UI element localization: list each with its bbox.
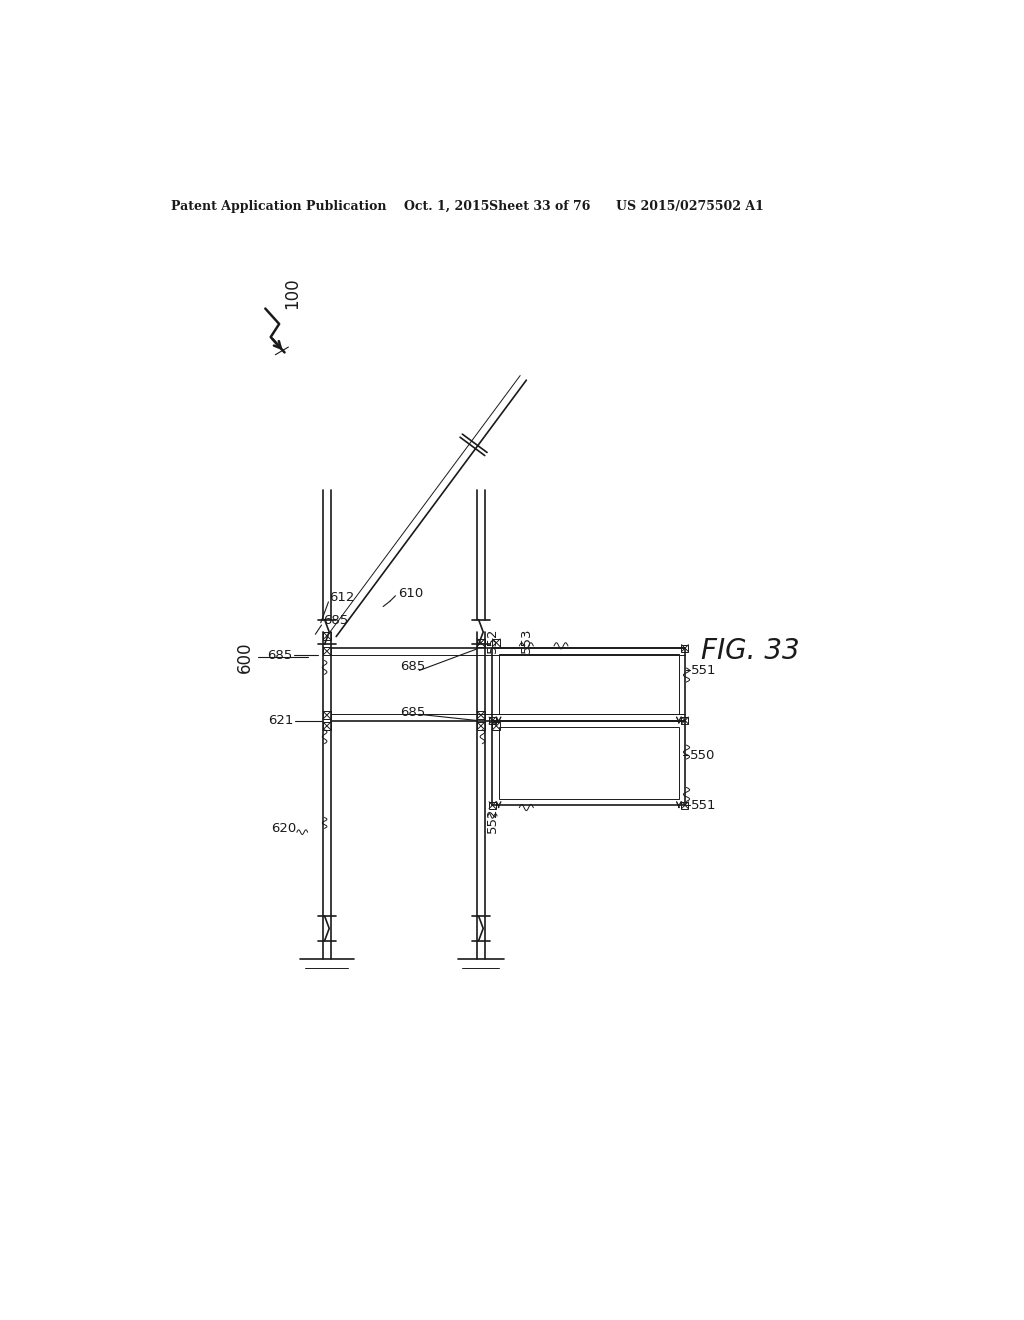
Text: Sheet 33 of 76: Sheet 33 of 76 xyxy=(488,199,590,213)
Text: 612: 612 xyxy=(330,591,354,603)
Bar xyxy=(477,711,484,719)
Bar xyxy=(323,632,331,640)
Text: 553: 553 xyxy=(520,628,534,653)
Text: 600: 600 xyxy=(236,642,254,673)
Bar xyxy=(493,639,500,647)
Text: 685: 685 xyxy=(323,614,348,627)
Bar xyxy=(682,717,688,723)
Bar xyxy=(323,711,331,719)
Bar xyxy=(682,801,688,809)
Text: Patent Application Publication: Patent Application Publication xyxy=(171,199,386,213)
Text: 610: 610 xyxy=(398,587,424,601)
Bar xyxy=(323,722,331,730)
Bar xyxy=(477,639,484,647)
Bar xyxy=(493,721,685,805)
Bar xyxy=(489,801,496,809)
Bar xyxy=(499,726,679,799)
Bar xyxy=(493,648,685,721)
Text: 551: 551 xyxy=(691,799,717,812)
Text: 552: 552 xyxy=(485,808,499,833)
Text: Oct. 1, 2015: Oct. 1, 2015 xyxy=(403,199,489,213)
Bar xyxy=(493,722,500,730)
Text: US 2015/0275502 A1: US 2015/0275502 A1 xyxy=(615,199,764,213)
Text: 620: 620 xyxy=(271,822,296,834)
Bar xyxy=(682,644,688,652)
Text: 685: 685 xyxy=(400,660,425,673)
Text: 552: 552 xyxy=(485,628,499,653)
Bar xyxy=(477,722,484,730)
Text: 685: 685 xyxy=(400,706,425,719)
Text: 100: 100 xyxy=(284,277,301,309)
Text: 550: 550 xyxy=(689,748,715,762)
Text: FIG. 33: FIG. 33 xyxy=(701,638,800,665)
Text: 551: 551 xyxy=(691,664,717,677)
Bar xyxy=(499,655,679,714)
Bar xyxy=(323,647,331,655)
Text: 685: 685 xyxy=(267,648,292,661)
Text: 621: 621 xyxy=(268,714,294,727)
Bar xyxy=(489,717,496,723)
